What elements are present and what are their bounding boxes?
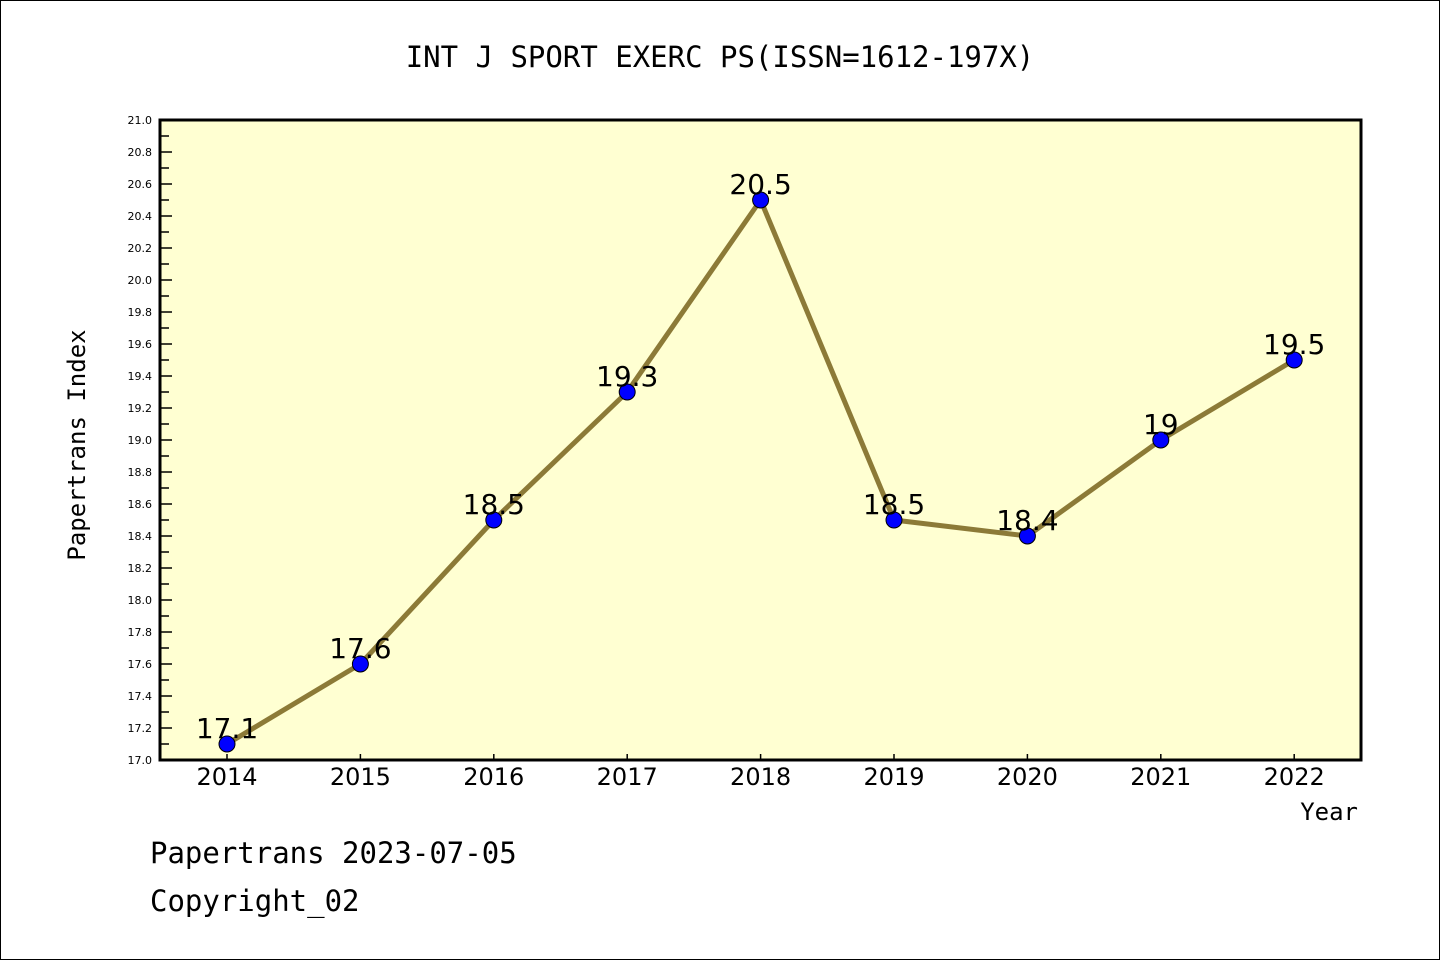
- x-tick-label: 2020: [997, 763, 1058, 791]
- x-tick-label: 2018: [730, 763, 791, 791]
- x-axis-label: Year: [1300, 798, 1358, 826]
- plot-border: [158, 118, 1363, 762]
- y-tick-label: 20.0: [128, 274, 153, 287]
- x-tick-label: 2016: [463, 763, 524, 791]
- y-tick-label: 18.8: [128, 466, 153, 479]
- data-label: 18.5: [863, 488, 925, 521]
- y-tick-label: 17.2: [128, 722, 153, 735]
- data-point: [1285, 351, 1303, 369]
- y-tick-label: 17.6: [128, 658, 153, 671]
- x-tick-label: 2022: [1264, 763, 1325, 791]
- y-tick-label: 19.0: [128, 434, 153, 447]
- footer-copyright: Copyright_02: [150, 884, 360, 918]
- x-tick-label: 2017: [597, 763, 658, 791]
- footer-date: Papertrans 2023-07-05: [150, 836, 517, 870]
- data-point: [752, 191, 770, 209]
- y-tick-label: 19.8: [128, 306, 153, 319]
- x-tick-label: 2014: [196, 763, 257, 791]
- data-point: [485, 511, 503, 529]
- y-tick-label: 19.6: [128, 338, 153, 351]
- data-label: 19: [1143, 408, 1179, 441]
- y-tick-label: 20.8: [128, 146, 153, 159]
- x-tick-label: 2019: [863, 763, 924, 791]
- data-label: 19.3: [596, 360, 658, 393]
- y-tick-label: 19.2: [128, 402, 153, 415]
- y-tick-label: 18.6: [128, 498, 153, 511]
- y-tick-label: 18.2: [128, 562, 153, 575]
- x-tick-label: 2021: [1130, 763, 1191, 791]
- data-point: [351, 655, 369, 673]
- y-tick-label: 17.8: [128, 626, 153, 639]
- y-tick-label: 19.4: [128, 370, 153, 383]
- y-tick-label: 20.2: [128, 242, 153, 255]
- data-point: [618, 383, 636, 401]
- y-axis-label: Papertrans Index: [63, 329, 91, 560]
- data-point: [885, 511, 903, 529]
- data-label: 17.6: [329, 632, 391, 665]
- data-label: 19.5: [1263, 328, 1325, 361]
- y-tick-label: 21.0: [128, 114, 153, 127]
- data-label: 18.5: [463, 488, 525, 521]
- y-tick-label: 17.4: [128, 690, 153, 703]
- data-label: 20.5: [729, 168, 791, 201]
- y-tick-label: 20.4: [128, 210, 153, 223]
- data-label: 18.4: [996, 504, 1058, 537]
- chart-title: INT J SPORT EXERC PS(ISSN=1612-197X): [406, 40, 1035, 74]
- data-point: [218, 735, 236, 753]
- x-tick-label: 2015: [330, 763, 391, 791]
- y-tick-label: 17.0: [128, 754, 153, 767]
- y-tick-label: 20.6: [128, 178, 153, 191]
- data-label: 17.1: [196, 712, 258, 745]
- data-point: [1018, 527, 1036, 545]
- y-tick-label: 18.0: [128, 594, 153, 607]
- y-tick-label: 18.4: [128, 530, 153, 543]
- data-point: [1152, 431, 1170, 449]
